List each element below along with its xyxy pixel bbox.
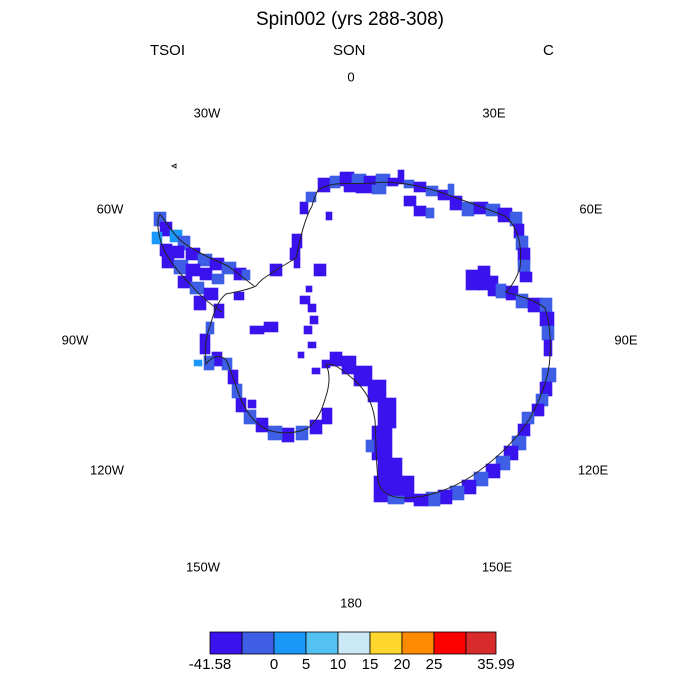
- lon-label-60w: 60W: [96, 201, 124, 217]
- cell: [247, 399, 257, 409]
- cell: [233, 291, 245, 301]
- cell: [205, 321, 215, 335]
- cell: [297, 351, 305, 359]
- lon-label-30w: 30W: [193, 105, 221, 121]
- cell: [377, 397, 397, 429]
- lon-label-150e: 150E: [481, 559, 513, 575]
- lon-label-60e: 60E: [579, 201, 603, 217]
- colorbar-label-min: -41.58: [188, 656, 232, 673]
- coastline-island: [170, 163, 177, 169]
- cell: [531, 403, 545, 417]
- colorbar-box-1: [241, 631, 275, 655]
- colorbar-box-4: [337, 631, 371, 655]
- coastline: [157, 163, 551, 499]
- cell: [353, 365, 373, 387]
- colorbar-box-7: [433, 631, 467, 655]
- cell: [365, 439, 375, 453]
- cell: [387, 495, 405, 505]
- cell: [325, 211, 333, 221]
- colorbar-box-3: [305, 631, 339, 655]
- season-label: SON: [333, 42, 366, 59]
- lon-label-120w: 120W: [90, 462, 124, 478]
- cell: [485, 463, 501, 479]
- cell: [305, 285, 313, 293]
- variable-label: TSOI: [150, 42, 186, 59]
- colorbar-label-max: 35.99: [477, 656, 515, 673]
- cell: [299, 295, 311, 305]
- cell: [293, 257, 301, 269]
- lon-label-120e: 120E: [577, 462, 609, 478]
- cell: [403, 195, 417, 207]
- colorbar-label-20: 20: [393, 656, 411, 673]
- lon-label-90e: 90E: [614, 332, 638, 348]
- cell: [519, 271, 533, 283]
- cell: [543, 339, 553, 357]
- colorbar-label-10: 10: [329, 656, 347, 673]
- map-title: Spin002 (yrs 288-308): [256, 9, 444, 30]
- cell: [263, 321, 279, 333]
- colorbar-label-15: 15: [361, 656, 379, 673]
- cell: [313, 263, 327, 277]
- coastline-peninsula: [157, 213, 255, 313]
- cell: [211, 273, 225, 285]
- colorbar-boxes: [209, 631, 497, 655]
- cell: [367, 379, 387, 403]
- peninsula-cells: [151, 211, 251, 319]
- cell: [321, 407, 333, 425]
- cell: [299, 201, 309, 215]
- cell: [425, 207, 435, 219]
- cell: [203, 287, 219, 301]
- cell: [213, 303, 225, 319]
- colorbar-box-6: [401, 631, 435, 655]
- lon-label-90w: 90W: [61, 332, 89, 348]
- units-label: C: [543, 42, 554, 59]
- cell: [203, 355, 215, 371]
- coastal-cells-east: [465, 265, 557, 451]
- cell: [505, 285, 519, 301]
- cell: [243, 409, 257, 425]
- colorbar-label-0: 0: [269, 656, 279, 673]
- cell: [309, 315, 319, 325]
- cell: [307, 341, 317, 349]
- colorbar-label-25: 25: [425, 656, 443, 673]
- colorbar-label-5: 5: [301, 656, 311, 673]
- cell: [171, 245, 185, 259]
- lon-label-150w: 150W: [186, 559, 220, 575]
- cell: [193, 295, 207, 311]
- cell: [473, 471, 489, 487]
- cell: [303, 325, 313, 335]
- cell: [371, 184, 387, 195]
- cell: [151, 231, 163, 245]
- cell: [307, 303, 317, 313]
- colorbar-box-5: [369, 631, 403, 655]
- coastline-main: [204, 181, 551, 499]
- cell: [305, 191, 317, 203]
- cell: [193, 359, 203, 367]
- cell: [397, 169, 405, 185]
- colorbar-box-2: [273, 631, 307, 655]
- ross-sea-cells: [311, 351, 415, 505]
- lon-label-180: 180: [340, 595, 362, 611]
- cell: [311, 367, 321, 375]
- lon-label-30e: 30E: [482, 105, 506, 121]
- colorbar-box-0: [209, 631, 243, 655]
- colorbar-box-8: [465, 631, 497, 655]
- lon-label-0: 0: [347, 69, 355, 85]
